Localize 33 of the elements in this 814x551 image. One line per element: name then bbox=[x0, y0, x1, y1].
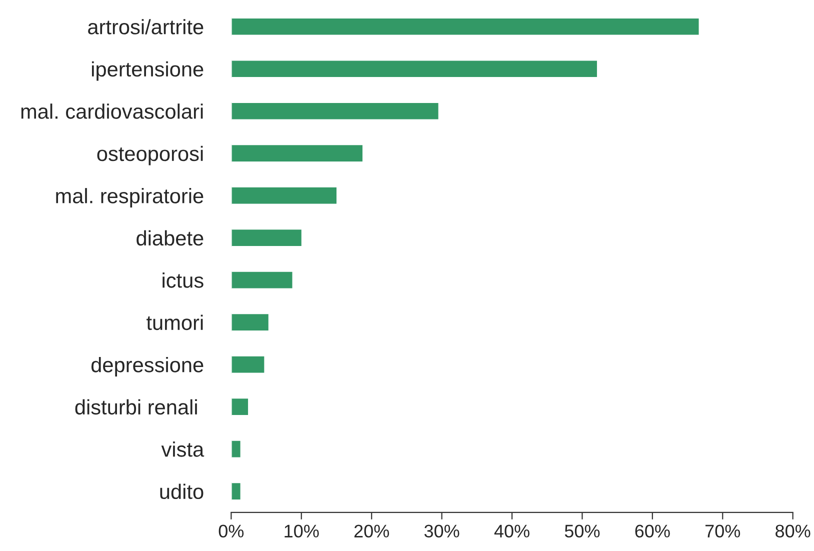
bar bbox=[231, 482, 242, 501]
x-tick-label: 60% bbox=[635, 524, 670, 538]
x-tick-label: 20% bbox=[354, 524, 390, 538]
y-tick-label: ictus bbox=[162, 272, 204, 288]
x-tick-label: 70% bbox=[705, 524, 740, 538]
bar bbox=[231, 228, 303, 248]
y-tick-label: disturbi renali bbox=[75, 399, 197, 415]
y-tick-label: mal. cardiovascolari bbox=[21, 104, 203, 119]
bar bbox=[231, 312, 270, 332]
y-tick-label: depressione bbox=[91, 357, 204, 376]
x-tick-label: 40% bbox=[494, 524, 530, 538]
x-tick-label: 30% bbox=[424, 524, 460, 538]
bar bbox=[231, 270, 294, 290]
bar bbox=[231, 397, 250, 416]
y-tick-label: mal. respiratorie bbox=[56, 188, 204, 208]
y-tick-label: diabete bbox=[136, 230, 204, 246]
y-tick-label: tumori bbox=[146, 314, 203, 330]
bar bbox=[231, 17, 700, 36]
y-tick-label: ipertensione bbox=[92, 61, 204, 81]
y-tick-label: udito bbox=[160, 484, 204, 500]
y-tick-label: vista bbox=[161, 442, 204, 457]
x-tick-label: 10% bbox=[284, 524, 319, 538]
bar bbox=[231, 186, 338, 206]
x-tick-label: 80% bbox=[776, 524, 810, 538]
bar bbox=[231, 59, 598, 78]
x-tick-label: 50% bbox=[564, 524, 600, 538]
y-tick-label: artrosi/artrite bbox=[88, 19, 204, 34]
x-tick-label: 0% bbox=[218, 524, 244, 538]
bar bbox=[231, 102, 440, 121]
bar bbox=[231, 144, 364, 163]
y-tick-label: osteoporosi bbox=[97, 146, 203, 166]
bar bbox=[231, 355, 266, 374]
bar bbox=[231, 440, 242, 459]
